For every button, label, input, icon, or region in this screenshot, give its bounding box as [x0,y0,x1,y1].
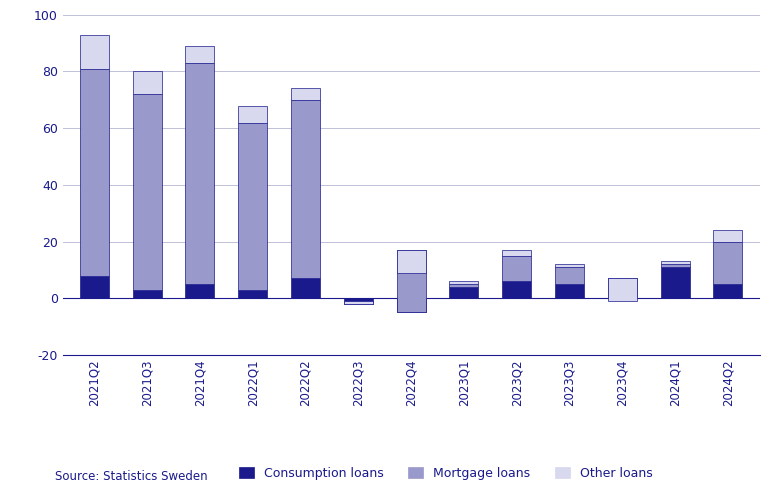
Bar [291,89,320,100]
Bar [80,276,109,298]
Bar [555,267,584,284]
Bar [132,94,161,290]
Legend: Consumption loans, Mortgage loans, Other loans: Consumption loans, Mortgage loans, Other… [233,462,659,485]
Bar [713,230,742,242]
Bar [713,242,742,284]
Bar [449,284,478,287]
Bar [661,261,690,264]
Bar [608,279,637,301]
Bar [396,250,426,273]
Bar [661,267,690,298]
Bar [80,69,109,276]
Bar [502,250,531,256]
Bar [132,71,161,94]
Bar [291,279,320,298]
Bar [449,281,478,284]
Bar [555,264,584,267]
Bar [608,295,637,298]
Bar [132,290,161,298]
Bar [344,301,373,304]
Bar [186,63,215,284]
Bar [80,35,109,69]
Bar [713,284,742,298]
Bar [344,298,373,304]
Bar [396,298,426,313]
Bar [186,284,215,298]
Bar [555,284,584,298]
Bar [344,301,373,304]
Bar [238,122,267,290]
Bar [291,100,320,279]
Bar [238,290,267,298]
Bar [186,46,215,63]
Bar [608,279,637,295]
Bar [396,250,426,313]
Bar [449,287,478,298]
Text: Source: Statistics Sweden: Source: Statistics Sweden [55,470,207,483]
Bar [661,264,690,267]
Bar [502,256,531,281]
Bar [238,106,267,122]
Bar [502,281,531,298]
